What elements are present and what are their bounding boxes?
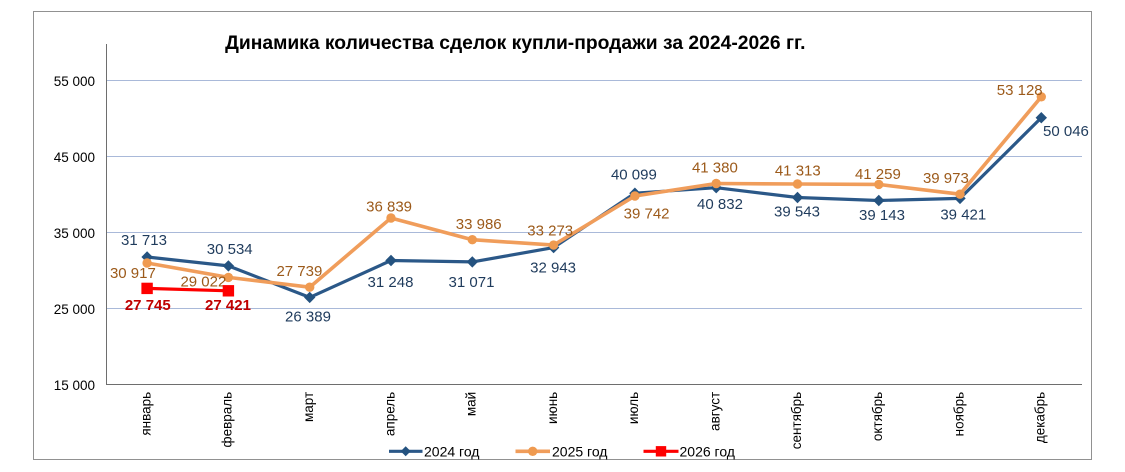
svg-text:сентябрь: сентябрь: [789, 392, 804, 449]
svg-text:Динамика количества сделок куп: Динамика количества сделок купли-продажи…: [225, 33, 805, 54]
svg-text:февраль: февраль: [220, 392, 235, 448]
svg-text:33 986: 33 986: [456, 216, 502, 233]
svg-text:26 389: 26 389: [285, 309, 331, 326]
svg-text:30 917: 30 917: [110, 265, 156, 282]
svg-text:29 022: 29 022: [180, 274, 226, 291]
svg-text:15 000: 15 000: [54, 378, 95, 393]
svg-text:май: май: [464, 392, 479, 416]
svg-text:41 313: 41 313: [775, 163, 821, 180]
svg-text:2024 год: 2024 год: [424, 444, 479, 460]
svg-text:39 421: 39 421: [940, 207, 986, 224]
svg-text:36 839: 36 839: [366, 199, 412, 216]
svg-text:31 713: 31 713: [121, 232, 167, 249]
svg-text:50 046: 50 046: [1043, 123, 1089, 140]
svg-text:40 099: 40 099: [611, 166, 657, 183]
svg-text:июль: июль: [626, 392, 641, 424]
svg-text:39 973: 39 973: [923, 170, 969, 187]
svg-text:39 143: 39 143: [859, 207, 905, 224]
svg-text:2025 год: 2025 год: [552, 444, 607, 460]
svg-text:55 000: 55 000: [54, 74, 95, 89]
svg-text:25 000: 25 000: [54, 302, 95, 317]
svg-text:27 739: 27 739: [276, 263, 322, 280]
svg-text:31 071: 31 071: [449, 274, 495, 291]
svg-text:39 742: 39 742: [624, 205, 670, 222]
svg-text:27 745: 27 745: [125, 297, 171, 314]
svg-text:июнь: июнь: [545, 392, 560, 424]
svg-text:30 534: 30 534: [207, 241, 253, 258]
svg-text:41 259: 41 259: [855, 166, 901, 183]
svg-text:53 128: 53 128: [997, 82, 1043, 99]
svg-text:март: март: [301, 392, 316, 422]
svg-text:41 380: 41 380: [692, 160, 738, 177]
svg-text:декабрь: декабрь: [1033, 392, 1048, 443]
svg-text:32 943: 32 943: [530, 259, 576, 276]
svg-text:40 832: 40 832: [697, 196, 743, 213]
svg-text:35 000: 35 000: [54, 226, 95, 241]
svg-text:31 248: 31 248: [368, 274, 414, 291]
svg-text:октябрь: октябрь: [870, 392, 885, 441]
svg-text:апрель: апрель: [382, 392, 397, 436]
svg-text:2026 год: 2026 год: [680, 444, 735, 460]
svg-text:январь: январь: [138, 392, 153, 436]
svg-text:39 543: 39 543: [774, 204, 820, 221]
svg-text:ноябрь: ноябрь: [951, 392, 966, 437]
svg-text:август: август: [708, 392, 723, 431]
svg-text:27 421: 27 421: [205, 297, 251, 314]
svg-text:45 000: 45 000: [54, 150, 95, 165]
svg-text:33 273: 33 273: [527, 223, 573, 240]
